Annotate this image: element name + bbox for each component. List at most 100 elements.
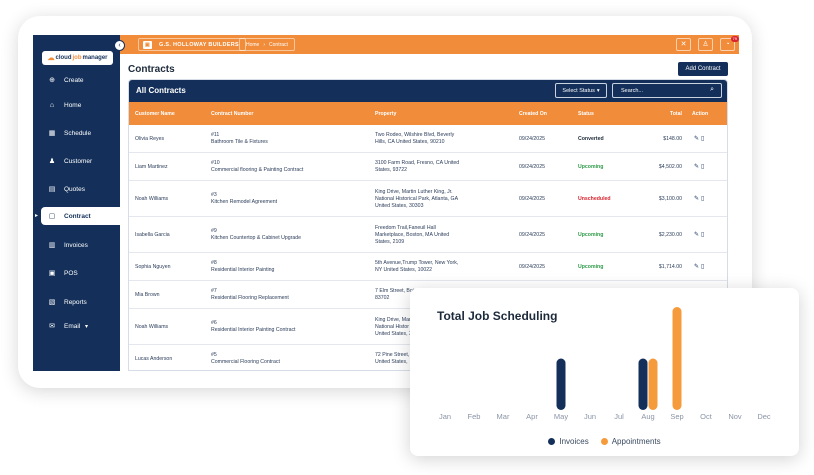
contract-title: Residential Flooring Replacement bbox=[211, 295, 289, 301]
logo-prefix: cloud bbox=[55, 55, 72, 61]
edit-icon[interactable]: ✎ bbox=[694, 196, 702, 202]
sidebar-item-home[interactable]: ⌂ Home bbox=[33, 96, 120, 114]
status-text: Converted bbox=[578, 135, 604, 142]
table-row[interactable]: Isabella Garcia #9 Kitchen Countertop & Ca… bbox=[129, 217, 727, 253]
delete-icon[interactable]: ▯ bbox=[701, 196, 707, 202]
column-header-contract-number[interactable]: Contract Number bbox=[211, 111, 254, 117]
legend-swatch bbox=[548, 438, 556, 445]
pos-icon: ▣ bbox=[48, 270, 56, 277]
tools-icon[interactable]: ✕ bbox=[676, 38, 691, 51]
property-line: National Histor bbox=[375, 323, 410, 330]
property-line: 5th Avenue,Trump Tower, New York, bbox=[375, 260, 459, 266]
edit-icon[interactable]: ✎ bbox=[694, 164, 702, 170]
property-line: States, 2109 bbox=[375, 238, 405, 245]
contract-icon: ▢ bbox=[48, 213, 56, 220]
table-row[interactable]: Sophia Nguyen #8 Residential Interior Pain… bbox=[129, 253, 727, 281]
breadcrumb: Home › Contract bbox=[239, 38, 295, 51]
created-on: 09/24/2025 bbox=[519, 163, 545, 170]
table-row[interactable]: Lucas Anderson #5 Commercial Flooring Cont… bbox=[129, 345, 727, 370]
legend-item-invoices: Invoices bbox=[548, 437, 589, 446]
column-header-property[interactable]: Property bbox=[375, 111, 397, 117]
chart-title: Total Job Scheduling bbox=[437, 309, 558, 323]
contract-number: #7 bbox=[211, 288, 217, 294]
column-header-total[interactable]: Total bbox=[669, 111, 682, 117]
row-actions: ✎▯ bbox=[694, 163, 706, 170]
bar-appointments-sep[interactable] bbox=[672, 307, 682, 410]
created-on: 09/24/2025 bbox=[519, 263, 545, 270]
property-line: Hills, CA United States, 90210 bbox=[375, 139, 445, 145]
contract-title: Residential Interior Painting bbox=[211, 267, 275, 273]
column-header-status[interactable]: Status bbox=[578, 111, 594, 117]
total-amount: $2,230.00 bbox=[658, 231, 682, 238]
x-tick-label: Oct bbox=[700, 412, 713, 421]
sidebar-item-label: Home bbox=[64, 101, 82, 109]
sidebar-item-label: Email bbox=[64, 322, 81, 330]
customer-name: Lucas Anderson bbox=[135, 355, 173, 362]
delete-icon[interactable]: ▯ bbox=[701, 264, 707, 270]
customer-name: Sophia Nguyen bbox=[135, 263, 171, 270]
total-amount: $1,714.00 bbox=[658, 263, 682, 270]
sidebar-item-contract[interactable]: ▢ Contract bbox=[41, 207, 120, 225]
total-amount: $4,502.00 bbox=[658, 163, 682, 170]
bar-appointments-aug[interactable] bbox=[648, 358, 658, 411]
customer-name: Noah Williams bbox=[135, 195, 169, 202]
x-tick-label: Jan bbox=[439, 412, 451, 421]
search-icon: ⌕ bbox=[710, 86, 714, 93]
notification-count: 79 bbox=[730, 36, 739, 42]
bar-invoices-aug[interactable] bbox=[638, 358, 648, 411]
property-line: 3100 Farm Road, Fresno, CA United bbox=[375, 160, 460, 166]
search-input[interactable]: Search... ⌕ bbox=[612, 83, 722, 98]
company-switcher[interactable]: ▣ G.S. HOLLOWAY BUILDERS bbox=[138, 38, 246, 51]
total-amount: $148.00 bbox=[663, 135, 682, 142]
contract-number: #10 bbox=[211, 160, 220, 166]
sidebar-item-create[interactable]: ⊕ Create bbox=[33, 71, 120, 89]
edit-icon[interactable]: ✎ bbox=[694, 232, 702, 238]
column-header-created-on[interactable]: Created On bbox=[519, 111, 547, 117]
sidebar-item-reports[interactable]: ▧ Reports bbox=[33, 293, 120, 311]
edit-icon[interactable]: ✎ bbox=[694, 264, 702, 270]
contract-number: #11 bbox=[211, 132, 220, 138]
status-text: Unscheduled bbox=[578, 195, 611, 202]
logo-mid: job bbox=[72, 55, 82, 61]
customer-name: Olivia Reyes bbox=[135, 135, 165, 142]
x-tick-label: Jun bbox=[584, 412, 596, 421]
column-header-action[interactable]: Action bbox=[692, 111, 709, 117]
sidebar-item-pos[interactable]: ▣ POS bbox=[33, 264, 120, 282]
notification-bell-icon[interactable]: ◔ 79 bbox=[720, 36, 739, 51]
row-actions: ✎▯ bbox=[694, 263, 706, 270]
table-row[interactable]: Olivia Reyes #11 Bathroom Tile & Fixtures T… bbox=[129, 125, 727, 153]
bar-invoices-may[interactable] bbox=[556, 358, 566, 411]
sidebar-collapse-button[interactable]: ‹ bbox=[114, 40, 125, 51]
property-line: King Drive, Mart bbox=[375, 316, 413, 323]
user-icon: ♟ bbox=[48, 158, 56, 165]
table-row[interactable]: Liam Martinez #10 Commercial flooring & Pa… bbox=[129, 153, 727, 181]
property-line: NY United States, 10022 bbox=[375, 267, 433, 273]
x-tick-label: Aug bbox=[641, 412, 654, 421]
contract-title: Residential Interior Painting Contract bbox=[211, 327, 296, 333]
customer-name: Liam Martinez bbox=[135, 163, 168, 170]
sidebar-item-quotes[interactable]: ▤ Quotes bbox=[33, 180, 120, 198]
customer-name: Isabella Garcia bbox=[135, 231, 170, 238]
account-icon[interactable]: ♙ bbox=[698, 38, 713, 51]
add-contract-button[interactable]: Add Contract bbox=[678, 62, 728, 76]
app-logo[interactable]: ☁ cloud job manager bbox=[42, 51, 113, 65]
property-line: United States, 3 bbox=[375, 330, 412, 337]
column-header-customer-name[interactable]: Customer Name bbox=[135, 111, 175, 117]
table-row[interactable]: Noah Williams #3 Kitchen Remodel Agreement… bbox=[129, 181, 727, 217]
delete-icon[interactable]: ▯ bbox=[701, 164, 707, 170]
delete-icon[interactable]: ▯ bbox=[701, 136, 707, 142]
sidebar-item-customer[interactable]: ♟ Customer bbox=[33, 152, 120, 170]
breadcrumb-home[interactable]: Home bbox=[246, 41, 260, 48]
sidebar-item-invoices[interactable]: ▥ Invoices bbox=[33, 236, 120, 254]
created-on: 09/24/2025 bbox=[519, 195, 545, 202]
chevron-down-icon: ▾ bbox=[596, 87, 600, 94]
row-actions: ✎▯ bbox=[694, 135, 706, 142]
property-line: 83702 bbox=[375, 295, 390, 301]
delete-icon[interactable]: ▯ bbox=[701, 232, 707, 238]
edit-icon[interactable]: ✎ bbox=[694, 136, 702, 142]
status-select[interactable]: Select Status ▾ bbox=[555, 83, 607, 98]
sidebar-item-email[interactable]: ✉ Email ▾ bbox=[33, 317, 120, 335]
sidebar-item-schedule[interactable]: ▦ Schedule bbox=[33, 124, 120, 142]
contract-title: Kitchen Countertop & Cabinet Upgrade bbox=[211, 235, 301, 241]
